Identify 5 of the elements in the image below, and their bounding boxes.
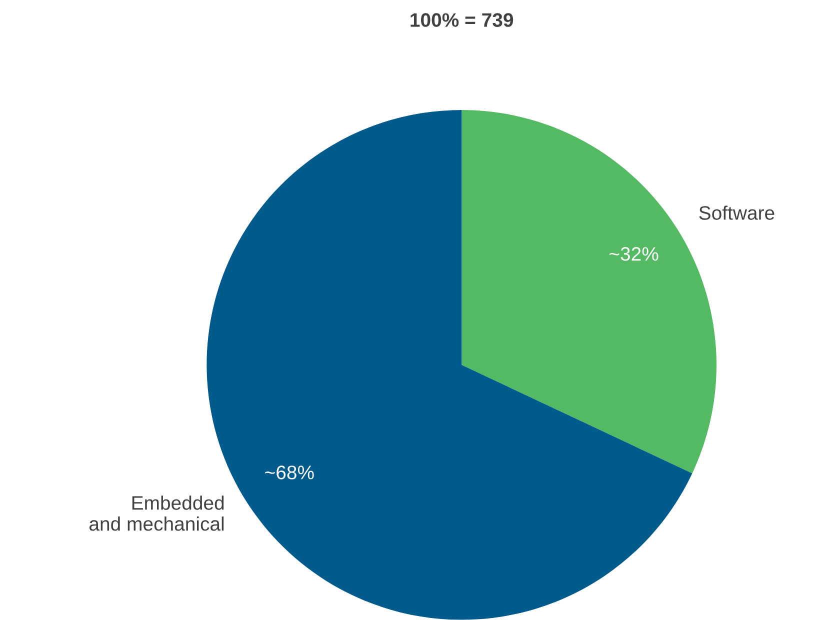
data-label: ~68% bbox=[265, 466, 314, 480]
slice-label: Embedded and mechanical bbox=[90, 496, 224, 531]
chart-title: 100% = 739 bbox=[410, 13, 514, 27]
slice-label: Software bbox=[699, 206, 774, 220]
data-label: ~32% bbox=[610, 247, 658, 261]
